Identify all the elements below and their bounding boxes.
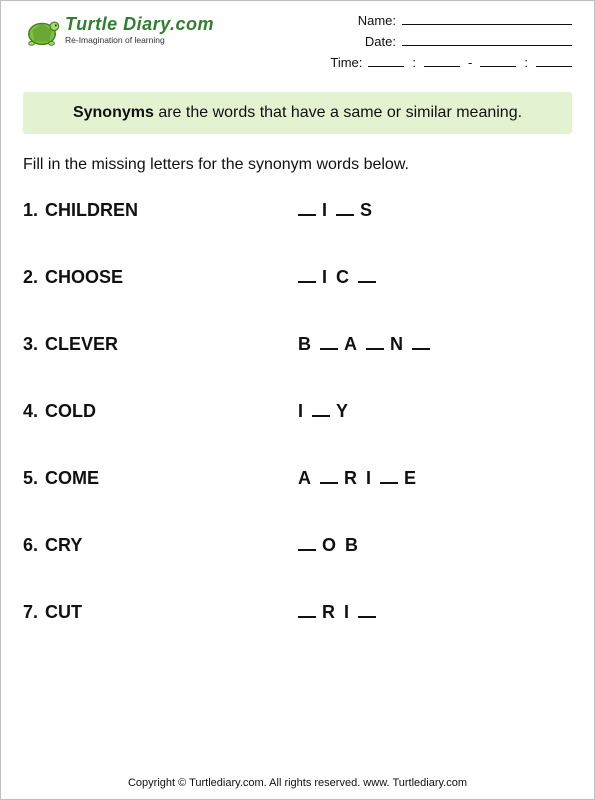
item-word: COLD	[45, 401, 295, 422]
items-list: 1.CHILDRENIS2.CHOOSEIC3.CLEVERBAN4.COLDI…	[23, 200, 572, 623]
item-number: 7.	[23, 602, 45, 623]
definition-box: Synonyms are the words that have a same …	[23, 92, 572, 134]
time-m1[interactable]	[424, 53, 460, 67]
given-letter: B	[345, 535, 361, 555]
time-h1[interactable]	[368, 53, 404, 67]
given-letter: A	[298, 468, 314, 488]
date-label: Date:	[350, 34, 396, 49]
item-number: 5.	[23, 468, 45, 489]
blank-slot[interactable]	[336, 204, 354, 216]
blank-slot[interactable]	[412, 338, 430, 350]
blank-slot[interactable]	[320, 472, 338, 484]
meta-fields: Name: Date: Time: : - :	[316, 11, 572, 74]
blank-slot[interactable]	[320, 338, 338, 350]
header: Turtle Diary.com Re-Imagination of learn…	[23, 11, 572, 74]
item-word: COME	[45, 468, 295, 489]
given-letter: S	[360, 200, 375, 220]
given-letter: I	[366, 468, 374, 488]
item-answer: OB	[295, 535, 364, 556]
logo-tagline: Re-Imagination of learning	[65, 36, 214, 45]
footer-copyright: Copyright © Turtlediary.com. All rights …	[1, 777, 594, 789]
worksheet-item: 1.CHILDRENIS	[23, 200, 572, 221]
definition-rest: are the words that have a same or simila…	[154, 104, 522, 121]
logo-brand: Turtle Diary	[65, 14, 170, 34]
given-letter: N	[390, 334, 406, 354]
given-letter: O	[322, 535, 339, 555]
blank-slot[interactable]	[298, 271, 316, 283]
date-input-line[interactable]	[402, 32, 572, 46]
item-number: 2.	[23, 267, 45, 288]
blank-slot[interactable]	[358, 271, 376, 283]
blank-slot[interactable]	[298, 606, 316, 618]
item-number: 3.	[23, 334, 45, 355]
given-letter: I	[298, 401, 306, 421]
given-letter: E	[404, 468, 419, 488]
name-label: Name:	[350, 13, 396, 28]
item-word: CRY	[45, 535, 295, 556]
time-row: Time: : - :	[316, 53, 572, 70]
item-word: CHILDREN	[45, 200, 295, 221]
item-number: 1.	[23, 200, 45, 221]
time-h2[interactable]	[480, 53, 516, 67]
definition-term: Synonyms	[73, 104, 154, 121]
time-label: Time:	[316, 55, 362, 70]
given-letter: I	[322, 200, 330, 220]
given-letter: I	[344, 602, 352, 622]
blank-slot[interactable]	[366, 338, 384, 350]
logo-text: Turtle Diary.com Re-Imagination of learn…	[65, 13, 214, 45]
blank-slot[interactable]	[358, 606, 376, 618]
given-letter: C	[336, 267, 352, 287]
blank-slot[interactable]	[298, 204, 316, 216]
item-answer: A RI E	[295, 468, 422, 489]
worksheet-item: 4.COLDIY	[23, 401, 572, 422]
item-number: 4.	[23, 401, 45, 422]
item-answer: IC	[295, 267, 379, 288]
item-word: CHOOSE	[45, 267, 295, 288]
given-letter: R	[322, 602, 338, 622]
instruction-text: Fill in the missing letters for the syno…	[23, 156, 572, 174]
date-row: Date:	[316, 32, 572, 49]
worksheet-item: 2.CHOOSEIC	[23, 267, 572, 288]
blank-slot[interactable]	[298, 539, 316, 551]
given-letter: I	[322, 267, 330, 287]
worksheet-item: 7.CUTRI	[23, 602, 572, 623]
logo: Turtle Diary.com Re-Imagination of learn…	[23, 11, 214, 56]
blank-slot[interactable]	[380, 472, 398, 484]
worksheet-page: Turtle Diary.com Re-Imagination of learn…	[0, 0, 595, 800]
worksheet-item: 5.COMEA RI E	[23, 468, 572, 489]
item-answer: RI	[295, 602, 379, 623]
item-answer: IS	[295, 200, 378, 221]
item-number: 6.	[23, 535, 45, 556]
given-letter: B	[298, 334, 314, 354]
item-answer: IY	[295, 401, 354, 422]
item-word: CLEVER	[45, 334, 295, 355]
item-word: CUT	[45, 602, 295, 623]
time-m2[interactable]	[536, 53, 572, 67]
given-letter: A	[344, 334, 360, 354]
blank-slot[interactable]	[312, 405, 330, 417]
turtle-icon	[23, 13, 61, 56]
item-answer: BAN	[295, 334, 433, 355]
logo-domain: .com	[170, 14, 214, 34]
name-input-line[interactable]	[402, 11, 572, 25]
name-row: Name:	[316, 11, 572, 28]
given-letter: Y	[336, 401, 351, 421]
worksheet-item: 3.CLEVERB A N	[23, 334, 572, 355]
worksheet-item: 6.CRYOB	[23, 535, 572, 556]
given-letter: R	[344, 468, 360, 488]
